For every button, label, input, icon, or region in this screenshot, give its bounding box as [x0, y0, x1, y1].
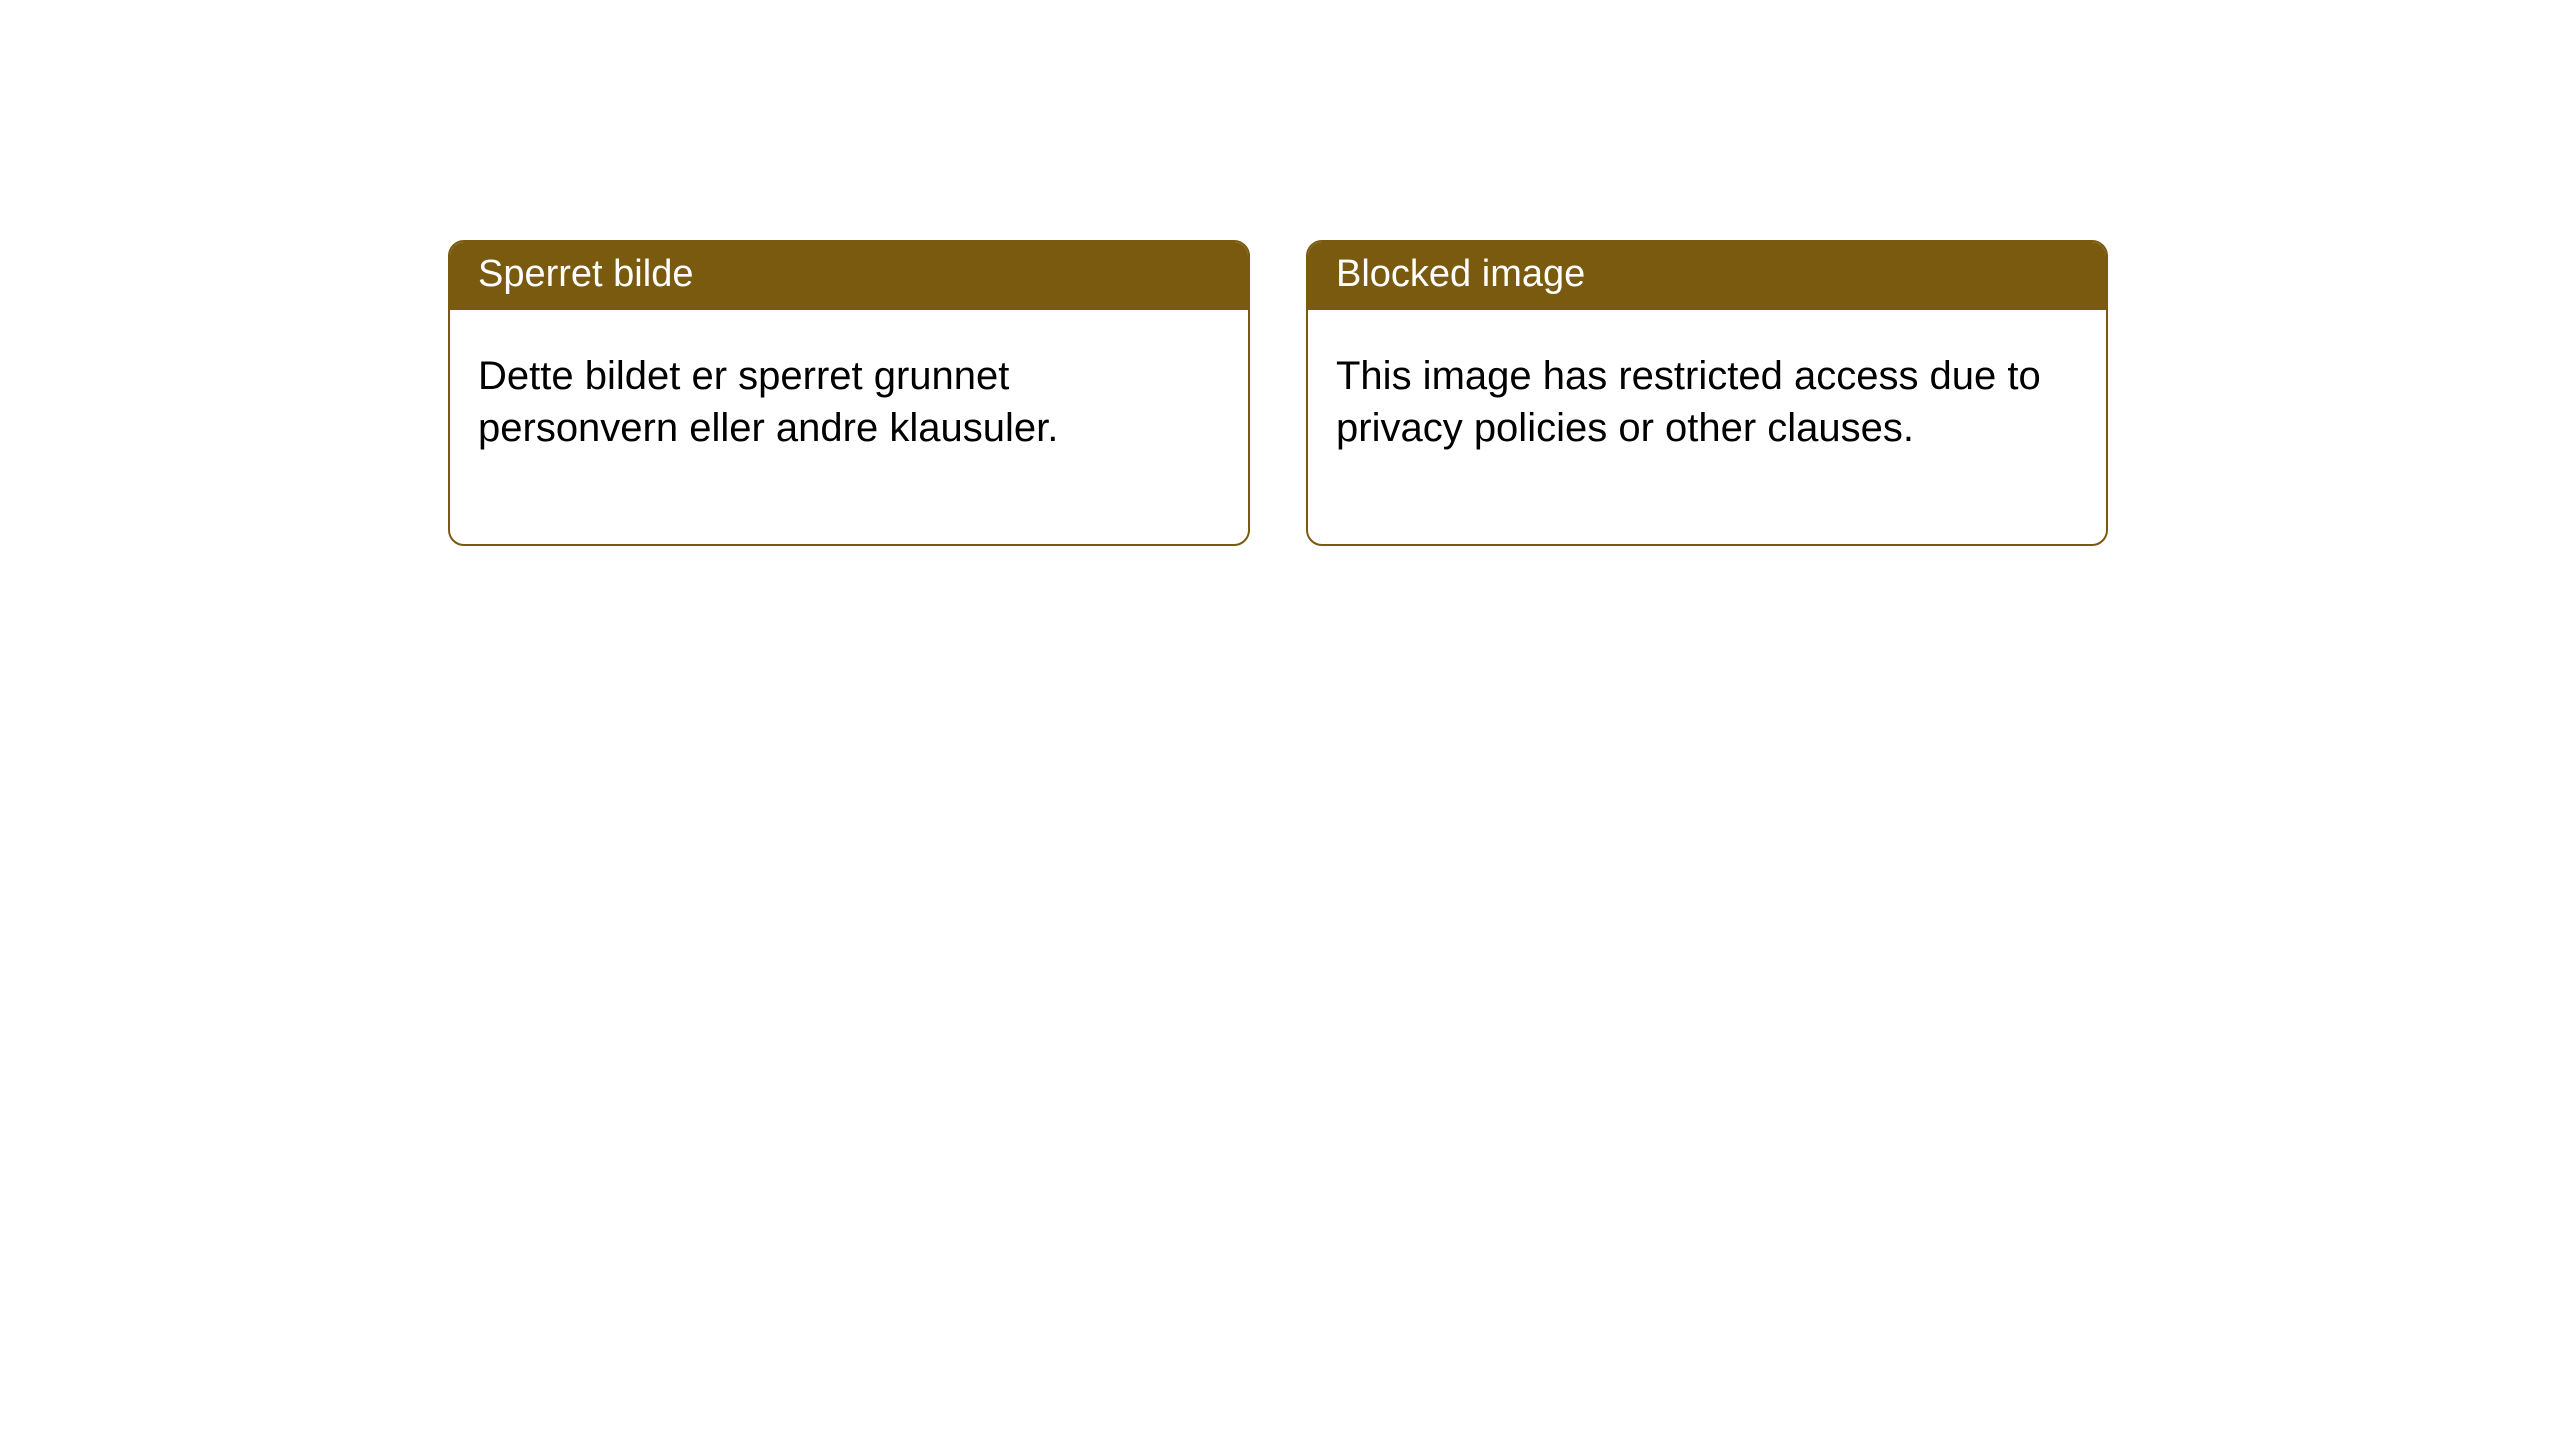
card-header: Blocked image — [1308, 242, 2106, 310]
card-title: Sperret bilde — [478, 253, 693, 295]
card-body: Dette bildet er sperret grunnet personve… — [450, 310, 1248, 544]
notice-container: Sperret bilde Dette bildet er sperret gr… — [448, 240, 2108, 546]
notice-card-norwegian: Sperret bilde Dette bildet er sperret gr… — [448, 240, 1250, 546]
card-title: Blocked image — [1336, 253, 1585, 295]
card-header: Sperret bilde — [450, 242, 1248, 310]
card-message: Dette bildet er sperret grunnet personve… — [478, 354, 1058, 450]
card-body: This image has restricted access due to … — [1308, 310, 2106, 544]
notice-card-english: Blocked image This image has restricted … — [1306, 240, 2108, 546]
card-message: This image has restricted access due to … — [1336, 354, 2041, 450]
